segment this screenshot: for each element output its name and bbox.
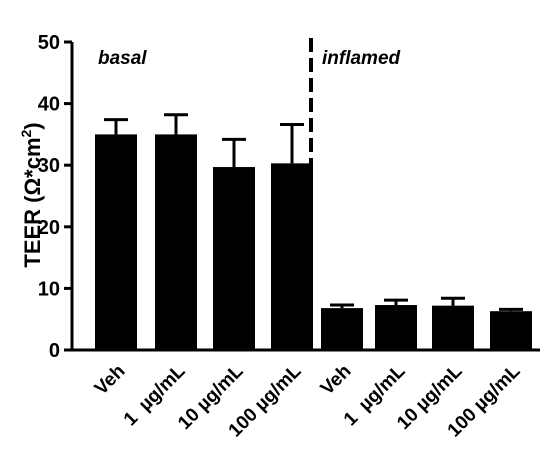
- bar: [375, 305, 417, 350]
- bar: [95, 134, 137, 350]
- y-tick-label: 0: [49, 340, 60, 362]
- y-tick-label: 40: [38, 94, 60, 116]
- y-axis-title-close: ): [20, 122, 45, 129]
- y-axis-title-group: TEER (Ω*cm2): [18, 122, 45, 267]
- bar: [155, 134, 197, 350]
- group-label-inflamed: inflamed: [322, 48, 401, 69]
- y-ticks: 0 10 20 30 40 50: [38, 32, 60, 362]
- y-tick-label: 10: [38, 278, 60, 300]
- y-axis-title-sup: 2: [18, 130, 34, 138]
- bar: [213, 167, 255, 350]
- y-axis-title-main: TEER (Ω*cm: [20, 138, 45, 268]
- bar: [490, 311, 532, 350]
- bar: [271, 163, 313, 350]
- x-tick-label: Veh: [317, 361, 356, 400]
- bar: [321, 308, 363, 350]
- bars: [95, 134, 532, 350]
- y-tick-label: 50: [38, 32, 60, 54]
- bar: [432, 305, 474, 350]
- y-tick-label: 30: [38, 155, 60, 177]
- y-tick-label: 20: [38, 217, 60, 239]
- axes: [64, 40, 540, 352]
- y-axis-title: TEER (Ω*cm2): [18, 122, 45, 267]
- error-bars: [104, 113, 523, 312]
- group-labels: basal inflamed: [98, 48, 401, 69]
- x-tick-label: Veh: [91, 361, 130, 400]
- group-label-basal: basal: [98, 48, 147, 69]
